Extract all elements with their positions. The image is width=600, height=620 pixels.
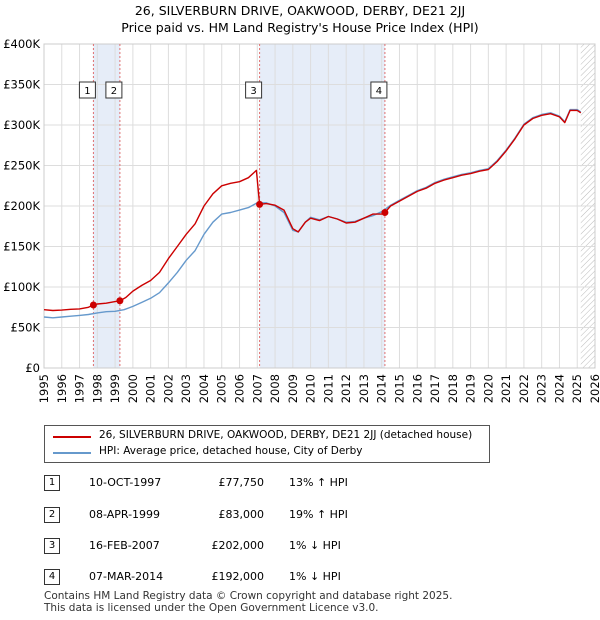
sale-hpi-diff: 13% ↑ HPI <box>289 476 348 489</box>
x-tick-label: 2002 <box>161 374 175 403</box>
sale-hpi-diff: 1% ↓ HPI <box>289 570 341 583</box>
legend-item-property: 26, SILVERBURN DRIVE, OAKWOOD, DERBY, DE… <box>53 429 483 445</box>
x-tick-label: 2021 <box>499 374 513 403</box>
sale-label-2: 2 <box>111 86 117 97</box>
legend-label-hpi: HPI: Average price, detached house, City… <box>99 445 363 457</box>
plot-frame <box>43 43 596 369</box>
sale-price: £83,000 <box>218 508 265 521</box>
sale-label-box-2 <box>105 81 123 99</box>
x-tick-label: 1999 <box>108 374 122 403</box>
footer-line-1: Contains HM Land Registry data © Crown c… <box>44 590 453 602</box>
table-row: 1 10-OCT-1997 £77,750 13% ↑ HPI <box>44 475 444 493</box>
x-tick-label: 1995 <box>37 374 51 403</box>
x-tick-label: 1997 <box>73 374 87 403</box>
x-tick-label: 1996 <box>55 374 69 403</box>
x-tick-label: 2014 <box>375 374 389 403</box>
sale-label-1: 1 <box>84 86 90 97</box>
y-tick-label: £150K <box>3 240 40 254</box>
sale-number-badge: 3 <box>44 538 60 554</box>
y-tick-label: £100K <box>3 280 40 294</box>
sale-number-badge: 2 <box>44 507 60 523</box>
y-tick-label: £350K <box>3 78 40 92</box>
sale-date: 10-OCT-1997 <box>89 476 162 489</box>
table-row: 4 07-MAR-2014 £192,000 1% ↓ HPI <box>44 569 444 587</box>
x-tick-label: 2022 <box>517 374 531 403</box>
sale-label-box-3 <box>245 81 263 99</box>
y-tick-label: £400K <box>3 37 40 51</box>
x-tick-label: 2015 <box>392 374 406 403</box>
x-tick-label: 2026 <box>588 374 600 403</box>
sale-point-4 <box>381 208 389 216</box>
property-line-swatch <box>53 436 91 438</box>
sale-price: £192,000 <box>211 570 265 583</box>
x-tick-label: 2006 <box>233 374 247 403</box>
x-tick-label: 2013 <box>357 374 371 403</box>
x-tick-label: 2003 <box>179 374 193 403</box>
sale-label-box-4 <box>370 81 388 99</box>
x-tick-label: 2025 <box>570 374 584 403</box>
x-tick-label: 2008 <box>268 374 282 403</box>
x-tick-label: 2017 <box>428 374 442 403</box>
x-tick-label: 2010 <box>304 374 318 403</box>
hpi-line-swatch <box>53 452 91 454</box>
x-tick-label: 2020 <box>481 374 495 403</box>
y-tick-label: £300K <box>3 118 40 132</box>
property-price-line <box>43 109 582 312</box>
x-tick-label: 2007 <box>250 374 264 403</box>
sale-hpi-diff: 19% ↑ HPI <box>289 508 348 521</box>
sale-number-badge: 4 <box>44 569 60 585</box>
x-tick-label: 2018 <box>446 374 460 403</box>
sale-price: £77,750 <box>218 476 265 489</box>
legend-item-hpi: HPI: Average price, detached house, City… <box>53 445 483 461</box>
y-tick-label: £250K <box>3 159 40 173</box>
x-tick-label: 2016 <box>410 374 424 403</box>
y-tick-label: £50K <box>11 321 41 335</box>
sale-point-3 <box>256 200 264 208</box>
x-tick-label: 2004 <box>197 374 211 403</box>
x-tick-label: 2005 <box>215 374 229 403</box>
chart-title-line-1: 26, SILVERBURN DRIVE, OAKWOOD, DERBY, DE… <box>134 3 466 18</box>
sale-date: 16-FEB-2007 <box>89 539 160 552</box>
sale-price: £202,000 <box>211 539 265 552</box>
x-tick-label: 2012 <box>339 374 353 403</box>
x-tick-label: 2019 <box>464 374 478 403</box>
sale-label-box-1 <box>78 81 96 99</box>
sale-label-3: 3 <box>250 86 256 97</box>
x-tick-label: 1998 <box>90 374 104 403</box>
x-tick-label: 2001 <box>144 374 158 403</box>
sale-date: 08-APR-1999 <box>89 508 161 521</box>
x-tick-label: 2009 <box>286 374 300 403</box>
sale-label-4: 4 <box>376 86 382 97</box>
legend: 26, SILVERBURN DRIVE, OAKWOOD, DERBY, DE… <box>44 425 490 463</box>
sale-number-badge: 1 <box>44 475 60 491</box>
sale-date: 07-MAR-2014 <box>89 570 164 583</box>
table-row: 3 16-FEB-2007 £202,000 1% ↓ HPI <box>44 538 444 556</box>
chart-title-line-2: Price paid vs. HM Land Registry's House … <box>121 20 479 35</box>
table-row: 2 08-APR-1999 £83,000 19% ↑ HPI <box>44 507 444 525</box>
sale-point-2 <box>116 297 124 305</box>
sale-hpi-diff: 1% ↓ HPI <box>289 539 341 552</box>
y-tick-label: £0 <box>25 361 40 375</box>
price-chart: £0 £50K £100K £150K £200K £250K £300K £350K £400… <box>3 37 600 403</box>
x-tick-label: 2011 <box>321 374 335 403</box>
x-tick-label: 2024 <box>552 374 566 403</box>
sale-point-1 <box>89 301 97 309</box>
footer-line-2: This data is licensed under the Open Gov… <box>44 602 379 614</box>
footer-attribution: Contains HM Land Registry data © Crown c… <box>44 590 452 614</box>
x-tick-label: 2023 <box>535 374 549 403</box>
y-tick-label: £200K <box>3 199 40 213</box>
x-tick-label: 2000 <box>126 374 140 403</box>
legend-label-property: 26, SILVERBURN DRIVE, OAKWOOD, DERBY, DE… <box>99 429 473 441</box>
